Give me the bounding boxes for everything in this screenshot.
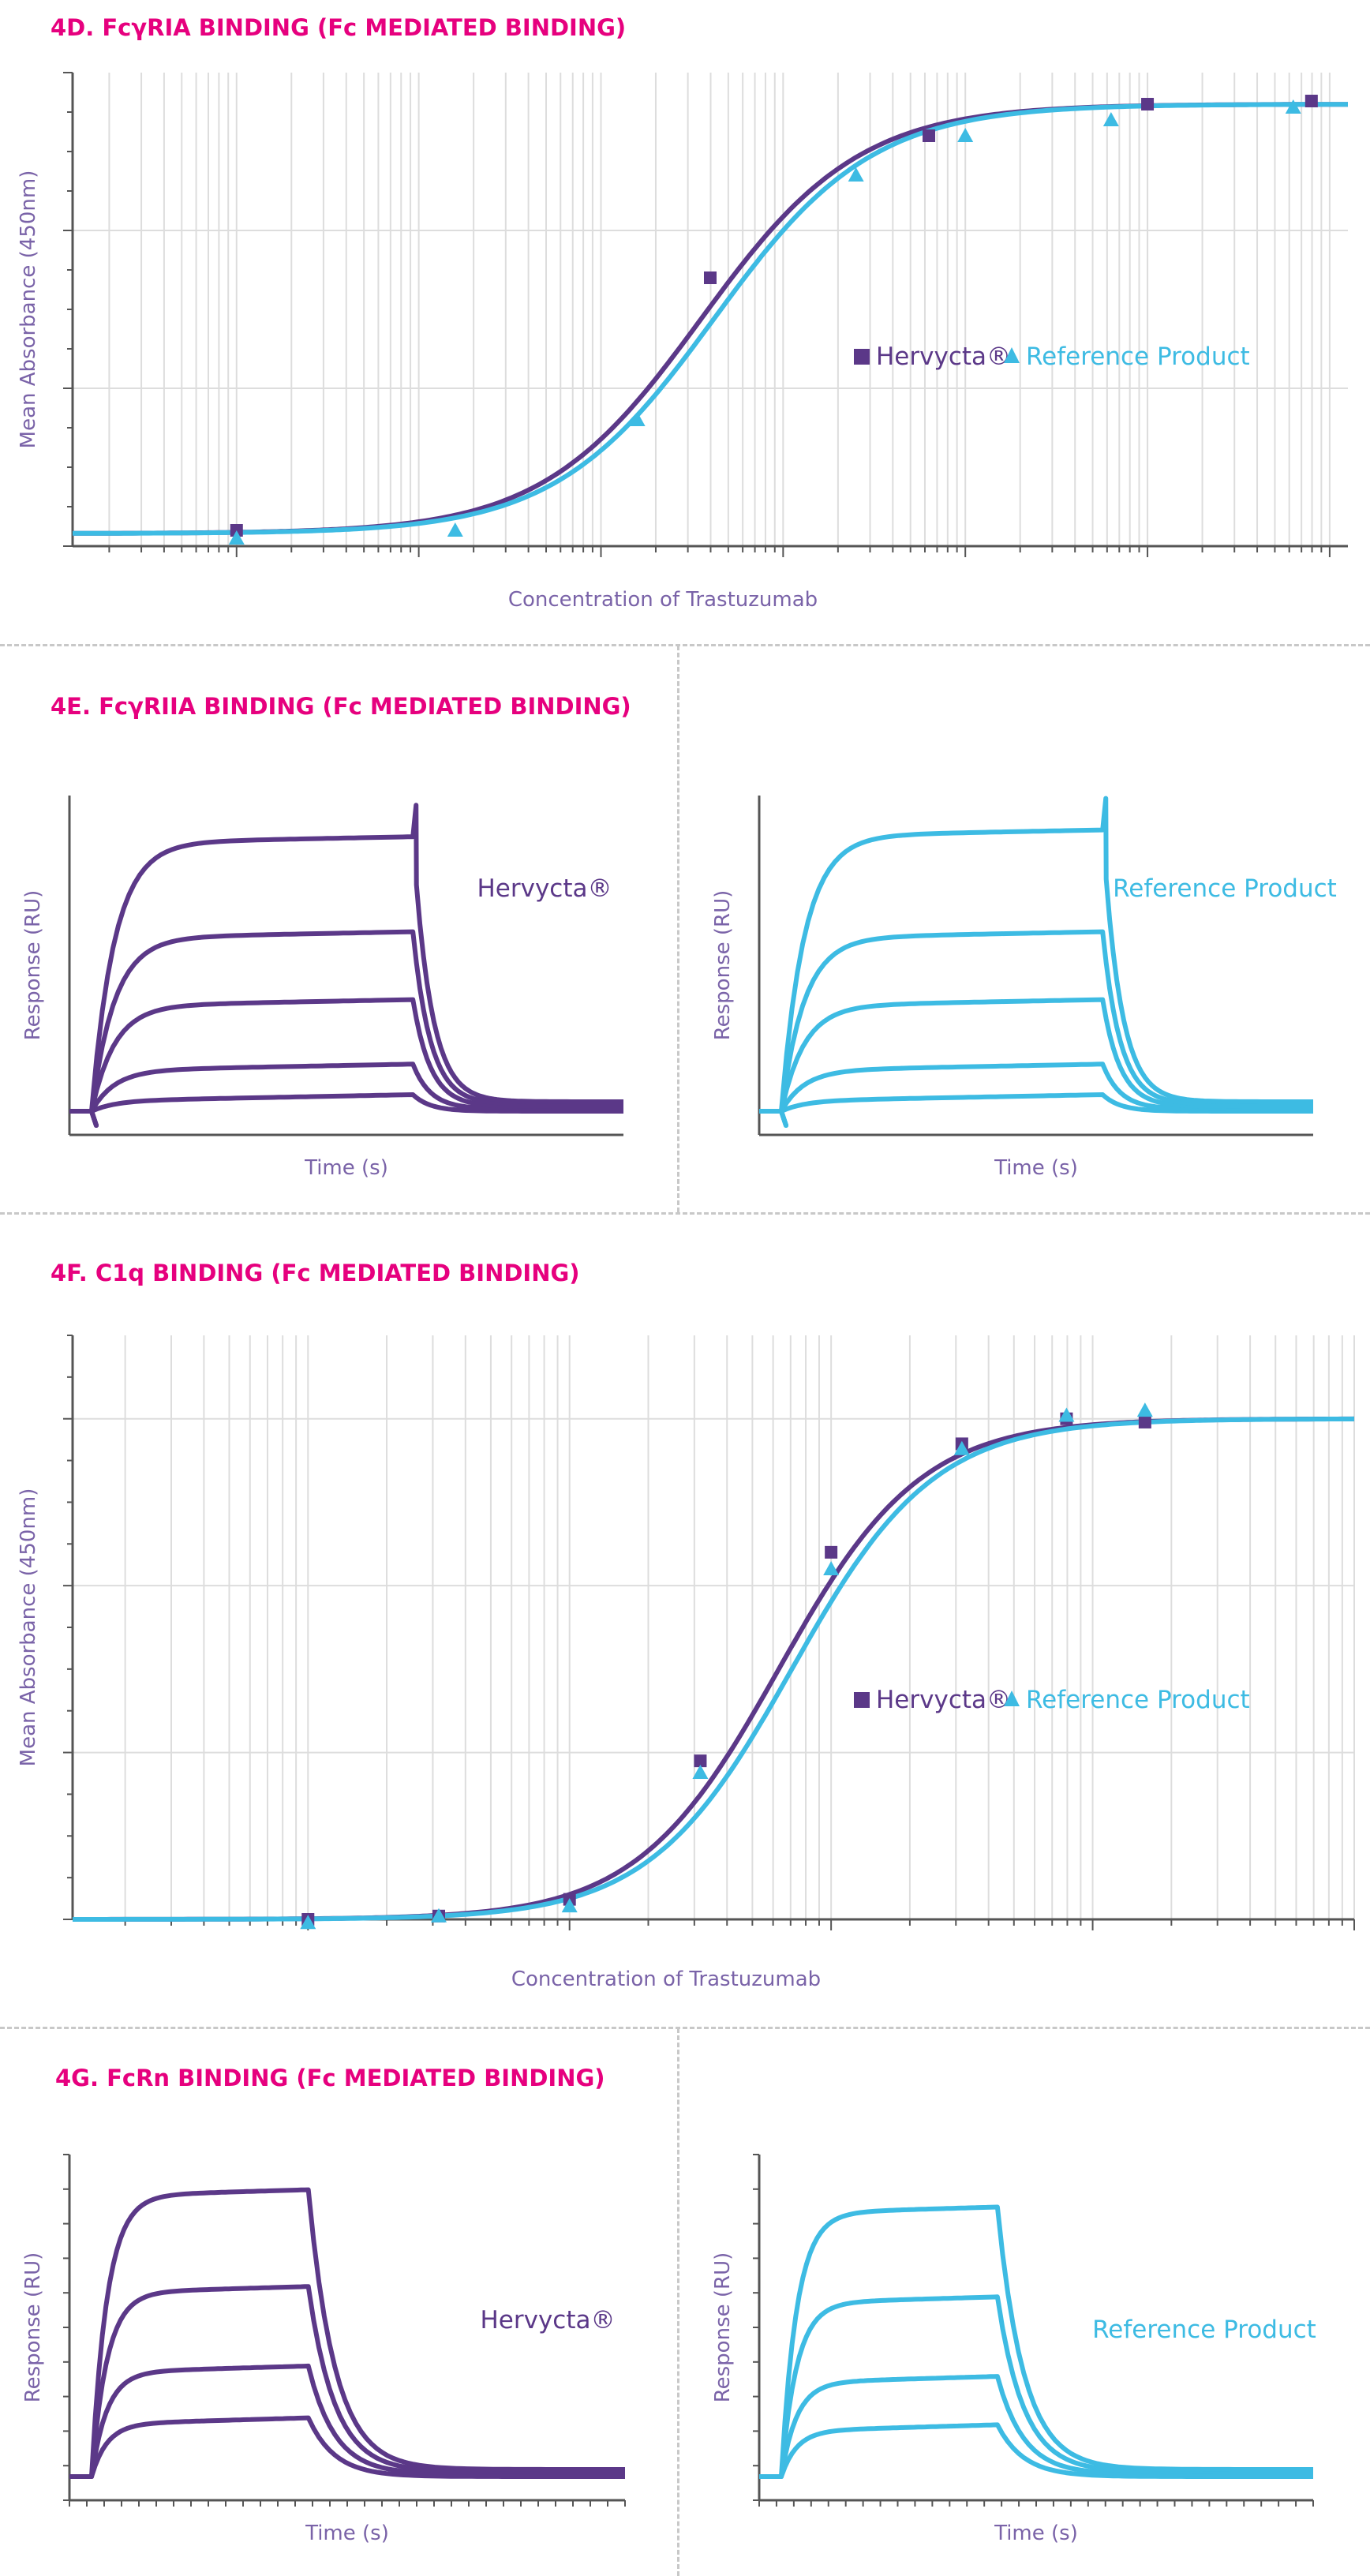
data-point-reference <box>629 412 646 426</box>
chart-4g-reference: Time (s) Response (RU) Reference Product <box>711 2154 1316 2545</box>
fit-curve-hervycta <box>73 1416 1354 1922</box>
separator-4e-4f <box>0 1212 1370 1215</box>
data-point-hervycta <box>1141 98 1155 110</box>
sensorgram-curve <box>69 2187 625 2479</box>
data-point-reference <box>561 1898 578 1913</box>
sensorgram-curve <box>759 997 1313 1128</box>
data-point-reference <box>848 167 864 182</box>
legend-label-reference: Reference Product <box>1026 343 1250 371</box>
x-axis-label: Time (s) <box>305 2522 389 2545</box>
section-4g-title: 4G. FcRn BINDING (Fc MEDIATED BINDING) <box>55 2065 605 2091</box>
data-point-reference <box>1102 112 1119 126</box>
y-axis-label: Response (RU) <box>21 2252 45 2403</box>
data-point-hervycta <box>825 1545 838 1559</box>
data-point-hervycta <box>1304 95 1318 107</box>
sensorgram-curve <box>759 2422 1313 2479</box>
legend-marker-hervycta <box>854 1692 870 1708</box>
data-point-reference <box>957 128 974 142</box>
separator-4f-4g <box>0 2027 1370 2029</box>
data-point-reference <box>228 530 245 545</box>
chart-4f-c1q: Concentration of Trastuzumab Mean Absorba… <box>17 1335 1355 1991</box>
sensorgram-curve <box>759 1061 1313 1128</box>
x-axis-label: Time (s) <box>994 2522 1078 2545</box>
chart-4g-hervycta: Time (s) Response (RU) Hervycta® <box>21 2154 626 2545</box>
y-axis-label: Mean Absorbance (450nm) <box>17 170 40 449</box>
legend-label-reference: Reference Product <box>1026 1686 1250 1714</box>
separator-4g-vertical <box>677 2028 679 2576</box>
data-point-reference <box>953 1440 970 1455</box>
section-4d-title: 4D. FcγRIA BINDING (Fc MEDIATED BINDING) <box>51 14 627 41</box>
chart-4e-hervycta: Time (s) Response (RU) Hervycta® <box>21 796 623 1180</box>
y-axis-label: Response (RU) <box>711 890 735 1041</box>
series-label: Reference Product <box>1092 2316 1316 2344</box>
data-point-hervycta <box>1138 1415 1151 1428</box>
data-point-reference <box>1136 1402 1153 1417</box>
sensorgram-curve <box>69 2363 625 2479</box>
data-point-reference <box>447 522 463 537</box>
data-point-reference <box>1058 1407 1075 1422</box>
sensorgram-curve <box>759 796 1313 1128</box>
section-4f-title: 4F. C1q BINDING (Fc MEDIATED BINDING) <box>51 1260 580 1286</box>
x-axis-label: Time (s) <box>994 1156 1078 1180</box>
x-axis-label: Concentration of Trastuzumab <box>511 1968 821 1991</box>
data-point-hervycta <box>694 1754 707 1768</box>
series-label: Hervycta® <box>477 874 612 903</box>
y-axis-label: Response (RU) <box>21 890 45 1041</box>
x-axis-label: Time (s) <box>304 1156 388 1180</box>
sensorgram-curve <box>759 2374 1313 2479</box>
y-axis-label: Mean Absorbance (450nm) <box>17 1488 40 1767</box>
legend-marker-reference <box>1004 347 1020 363</box>
sensorgram-curve <box>759 2294 1313 2479</box>
section-4e-title: 4E. FcγRIIA BINDING (Fc MEDIATED BINDING… <box>51 693 631 720</box>
data-point-hervycta <box>923 129 936 142</box>
legend-label-hervycta: Hervycta® <box>876 343 1011 371</box>
data-point-reference <box>823 1561 840 1575</box>
separator-4d-4e <box>0 644 1370 646</box>
chart-4d-fcgria: Concentration of Trastuzumab Mean Absorba… <box>17 72 1348 612</box>
data-point-hervycta <box>704 271 717 284</box>
series-label: Hervycta® <box>480 2306 615 2334</box>
sensorgram-curve <box>759 929 1313 1128</box>
series-label: Reference Product <box>1113 874 1337 903</box>
sensorgram-curve <box>69 2284 625 2479</box>
legend-marker-reference <box>1004 1690 1020 1706</box>
data-point-reference <box>431 1908 447 1923</box>
sensorgram-curve <box>69 803 623 1128</box>
separator-4e-vertical <box>677 646 679 1212</box>
sensorgram-curve <box>69 929 623 1128</box>
chart-4e-reference: Time (s) Response (RU) Reference Product <box>711 796 1337 1180</box>
sensorgram-curve <box>69 2415 625 2479</box>
legend-label-hervycta: Hervycta® <box>876 1686 1011 1714</box>
fit-curve-reference <box>73 102 1348 536</box>
data-point-reference <box>1285 99 1301 114</box>
sensorgram-curve <box>69 1061 623 1128</box>
fit-curve-reference <box>73 1416 1355 1922</box>
y-axis-label: Response (RU) <box>711 2252 735 2403</box>
sensorgram-curve <box>759 2204 1313 2479</box>
legend-marker-hervycta <box>854 349 870 365</box>
sensorgram-curve <box>69 997 623 1128</box>
data-point-reference <box>692 1764 709 1779</box>
x-axis-label: Concentration of Trastuzumab <box>508 588 818 612</box>
data-point-reference <box>300 1915 316 1930</box>
